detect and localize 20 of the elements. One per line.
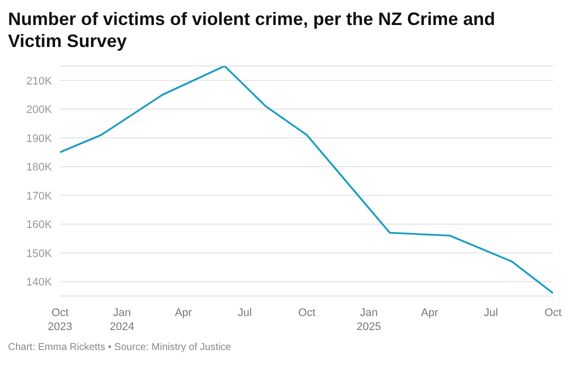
- y-tick-label: 190K: [26, 132, 53, 145]
- x-tick-label: Oct 2023: [48, 307, 72, 333]
- y-tick-label: 150K: [26, 248, 53, 260]
- x-tick-label: Jul: [238, 307, 252, 319]
- x-tick-label: Apr: [174, 307, 192, 319]
- y-tick-label: 180K: [26, 162, 53, 174]
- text: Chart: Emma Ricketts • Source: Ministry of Justice: [8, 342, 232, 353]
- chart-title: Number of victims of violent crime, per the NZ Crime and Victim Survey: [8, 8, 496, 52]
- y-tick-label: 200K: [26, 104, 53, 116]
- y-tick-label: 170K: [26, 190, 53, 202]
- y-tick-label: 210K: [26, 75, 53, 88]
- y-tick-label: 160K: [26, 219, 53, 232]
- x-tick-label: Oct: [544, 307, 562, 319]
- x-tick-label: Jul: [484, 307, 498, 319]
- x-tick-label: Apr: [421, 307, 438, 319]
- x-tick-label: Jan 2024: [110, 307, 134, 333]
- line-series: [60, 66, 553, 294]
- x-tick-label: Oct: [298, 307, 316, 319]
- y-tick-label: 140K: [26, 276, 53, 289]
- x-tick-label: Jan 2025: [356, 307, 382, 333]
